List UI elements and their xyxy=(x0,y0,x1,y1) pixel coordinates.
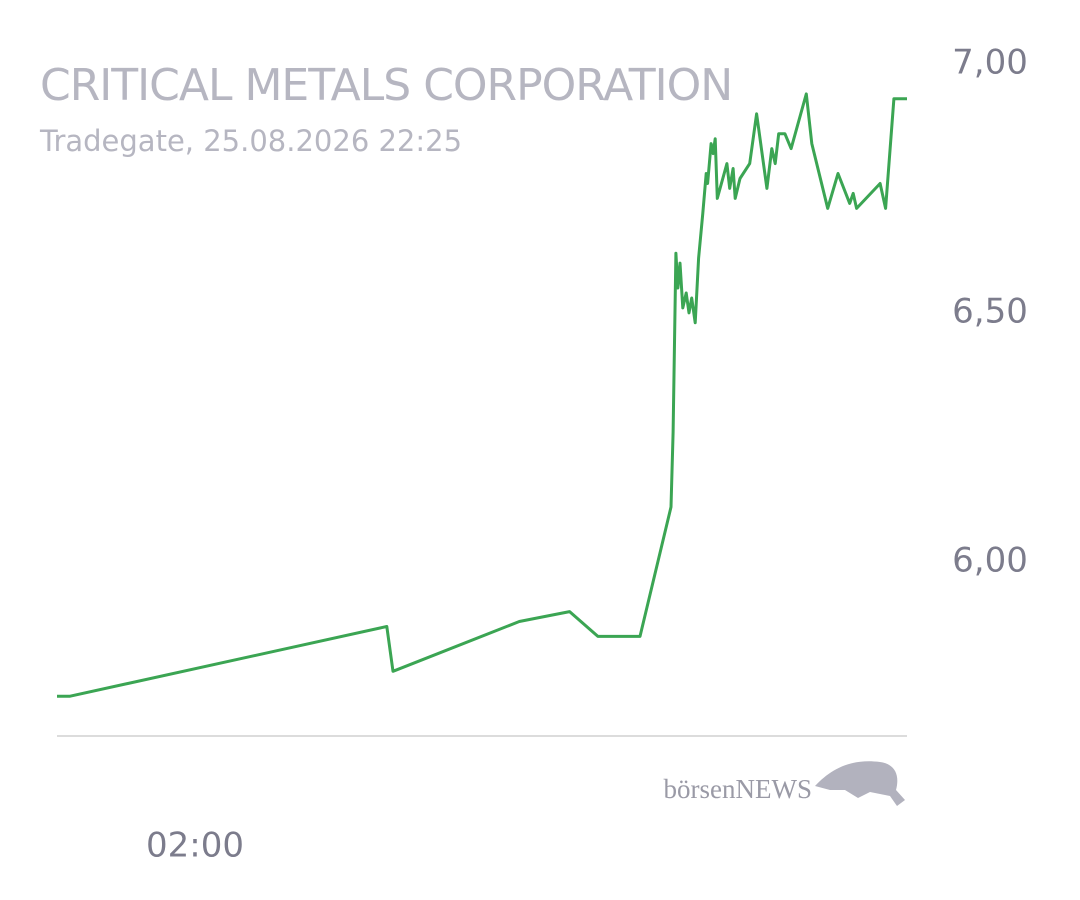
bull-logo xyxy=(815,761,905,806)
x-tick-label: 02:00 xyxy=(146,826,244,866)
y-tick-label: 6,50 xyxy=(952,291,1028,331)
price-line xyxy=(57,92,907,698)
y-tick-label: 6,00 xyxy=(952,540,1028,580)
chart-subtitle: Tradegate, 25.08.2026 22:25 xyxy=(39,124,462,158)
chart-title: CRITICAL METALS CORPORATION xyxy=(40,60,732,111)
y-tick-label: 7,00 xyxy=(952,43,1028,83)
watermark: börsenNEWS xyxy=(664,774,812,804)
